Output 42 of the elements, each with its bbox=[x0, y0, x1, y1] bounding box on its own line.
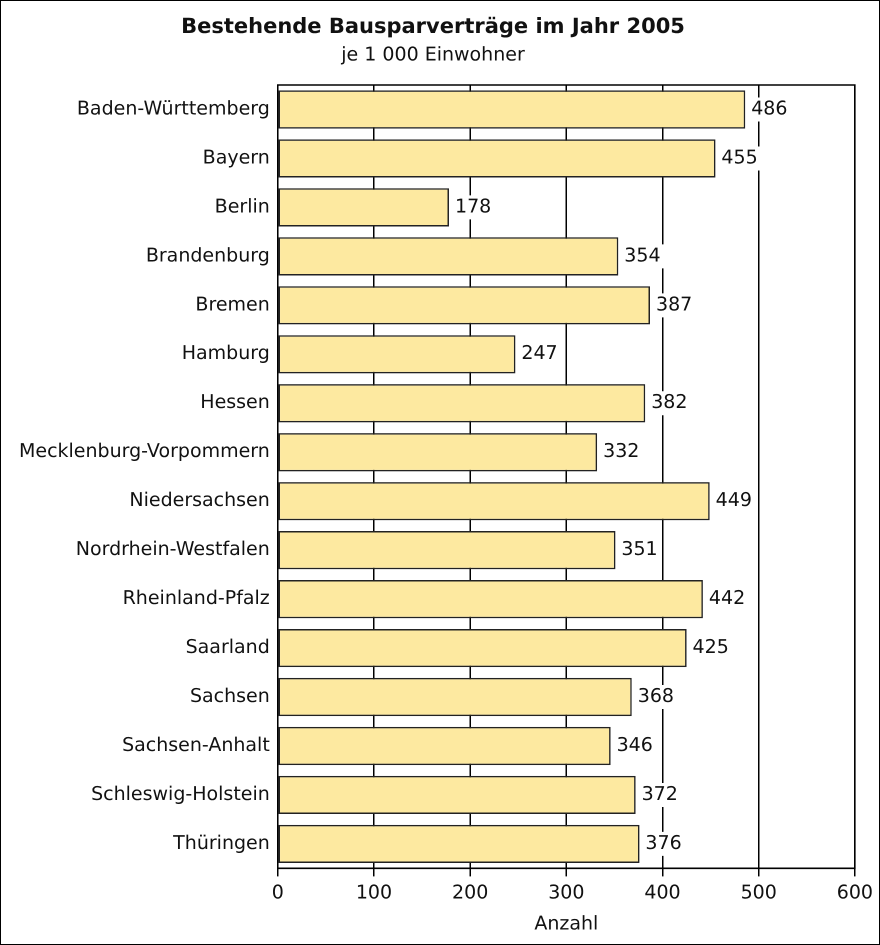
y-tick-label: Thüringen bbox=[172, 832, 270, 854]
data-label: 382 bbox=[651, 391, 688, 414]
data-label: 247 bbox=[521, 342, 558, 364]
y-tick-label: Baden-Württemberg bbox=[76, 97, 270, 120]
x-tick-label: 400 bbox=[644, 882, 681, 904]
data-label: 346 bbox=[616, 734, 653, 756]
data-label: 455 bbox=[721, 146, 758, 168]
y-tick-label: Brandenburg bbox=[146, 244, 270, 266]
x-tick-label: 0 bbox=[272, 882, 284, 904]
data-label: 449 bbox=[716, 489, 752, 512]
x-tick-label: 500 bbox=[740, 882, 777, 904]
data-label: 178 bbox=[454, 195, 492, 218]
data-label: 351 bbox=[621, 538, 658, 560]
data-label: 354 bbox=[624, 244, 661, 266]
x-tick-label: 300 bbox=[548, 882, 584, 904]
y-tick-label: Bremen bbox=[195, 293, 270, 316]
x-tick-label: 100 bbox=[356, 882, 392, 904]
data-label: 372 bbox=[642, 782, 678, 805]
y-tick-label: Nordrhein-Westfalen bbox=[76, 538, 270, 560]
data-label: 425 bbox=[692, 636, 729, 658]
y-tick-label: Schleswig-Holstein bbox=[91, 782, 270, 805]
data-label: 387 bbox=[656, 293, 692, 316]
data-label: 368 bbox=[638, 684, 674, 707]
x-tick-label: 200 bbox=[452, 882, 488, 904]
data-label: 332 bbox=[603, 440, 640, 462]
data-label: 442 bbox=[708, 587, 746, 610]
y-tick-label: Bayern bbox=[202, 146, 270, 168]
y-tick-label: Berlin bbox=[214, 195, 270, 218]
y-tick-label: Saarland bbox=[186, 636, 270, 658]
y-tick-label: Mecklenburg-Vorpommern bbox=[19, 440, 270, 462]
y-tick-label: Rheinland-Pfalz bbox=[122, 587, 270, 610]
x-tick-label: 600 bbox=[836, 882, 873, 904]
y-tick-label: Niedersachsen bbox=[129, 489, 270, 512]
y-tick-label: Hessen bbox=[200, 391, 270, 414]
y-tick-label: Hamburg bbox=[182, 342, 270, 364]
data-label: 486 bbox=[751, 97, 788, 120]
chart-title: Bestehende Bausparverträge im Jahr 2005 bbox=[181, 14, 685, 38]
data-label: 376 bbox=[645, 832, 682, 854]
y-tick-label: Sachsen-Anhalt bbox=[122, 734, 270, 756]
chart-subtitle: je 1 000 Einwohner bbox=[340, 44, 525, 66]
y-tick-label: Sachsen bbox=[190, 684, 270, 707]
x-axis-title: Anzahl bbox=[534, 912, 598, 935]
